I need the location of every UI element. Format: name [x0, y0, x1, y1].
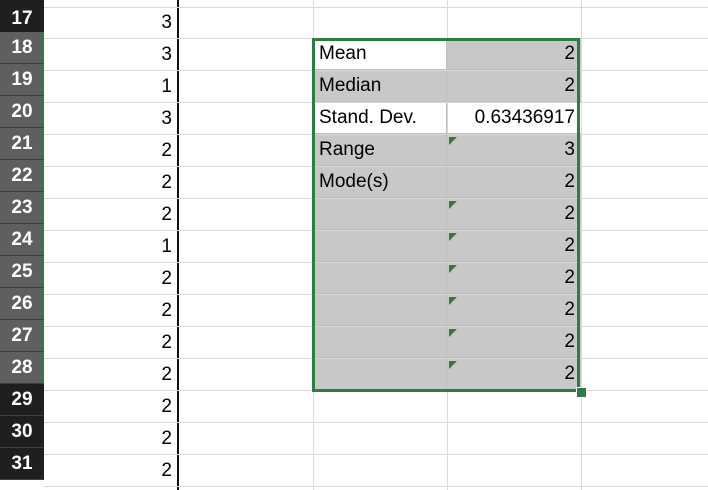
row-header-19[interactable]: 19 — [0, 64, 44, 96]
stat-label[interactable] — [313, 359, 447, 390]
row-header-28[interactable]: 28 — [0, 352, 44, 384]
stat-value[interactable]: 0.63436917 — [447, 103, 581, 134]
row-gridline — [44, 262, 708, 263]
error-indicator-icon — [449, 361, 457, 369]
cell-value[interactable]: 2 — [161, 139, 172, 161]
row-header-24[interactable]: 24 — [0, 224, 44, 256]
row-header-30[interactable]: 30 — [0, 416, 44, 448]
row-gridline — [44, 422, 708, 423]
row-header-22[interactable]: 22 — [0, 160, 44, 192]
stat-label[interactable] — [313, 231, 447, 262]
row-gridline — [44, 166, 708, 167]
row-gridline — [44, 294, 708, 295]
stat-value[interactable]: 2 — [447, 199, 581, 230]
cell-value[interactable]: 3 — [161, 107, 172, 129]
error-indicator-icon — [449, 265, 457, 273]
row-gridline — [44, 7, 708, 8]
stat-value[interactable]: 2 — [447, 327, 581, 358]
stat-label[interactable] — [313, 199, 447, 230]
column-gridline — [581, 0, 582, 490]
stat-value[interactable]: 2 — [447, 359, 581, 390]
row-gridline — [44, 102, 708, 103]
cell-value[interactable]: 3 — [161, 11, 172, 33]
cell-value[interactable]: 2 — [161, 267, 172, 289]
error-indicator-icon — [449, 297, 457, 305]
cell-value[interactable]: 2 — [161, 395, 172, 417]
cell-value[interactable]: 3 — [161, 43, 172, 65]
row-gridline — [44, 198, 708, 199]
row-header-31[interactable]: 31 — [0, 448, 44, 480]
stat-value[interactable]: 2 — [447, 39, 581, 70]
row-header-25[interactable]: 25 — [0, 256, 44, 288]
cell-value[interactable]: 2 — [161, 427, 172, 449]
cell-value[interactable]: 2 — [161, 203, 172, 225]
row-gridline — [44, 326, 708, 327]
cell-value[interactable]: 1 — [161, 75, 172, 97]
stat-label[interactable]: Range — [313, 135, 447, 166]
stat-label[interactable]: Median — [313, 71, 447, 102]
stat-value[interactable]: 2 — [447, 295, 581, 326]
stat-value[interactable]: 2 — [447, 263, 581, 294]
stat-value[interactable]: 2 — [447, 167, 581, 198]
row-gridline — [44, 230, 708, 231]
cell-value[interactable]: 2 — [161, 171, 172, 193]
row-header-27[interactable]: 27 — [0, 320, 44, 352]
row-gridline — [44, 454, 708, 455]
fill-handle[interactable] — [576, 387, 587, 398]
cell-value[interactable]: 2 — [161, 363, 172, 385]
stat-label[interactable] — [313, 263, 447, 294]
column-border — [177, 0, 179, 490]
cell-value[interactable]: 2 — [161, 459, 172, 481]
stat-label[interactable]: Mode(s) — [313, 167, 447, 198]
row-gridline — [44, 486, 708, 487]
error-indicator-icon — [449, 137, 457, 145]
row-header-26[interactable]: 26 — [0, 288, 44, 320]
row-gridline — [44, 358, 708, 359]
stat-label[interactable] — [313, 327, 447, 358]
row-header-29[interactable]: 29 — [0, 384, 44, 416]
stat-label[interactable]: Mean — [313, 39, 447, 70]
stat-value[interactable]: 2 — [447, 231, 581, 262]
row-gridline — [44, 70, 708, 71]
cell-value[interactable]: 2 — [161, 331, 172, 353]
row-header-23[interactable]: 23 — [0, 192, 44, 224]
row-header-18[interactable]: 18 — [0, 32, 44, 64]
error-indicator-icon — [449, 233, 457, 241]
row-header-20[interactable]: 20 — [0, 96, 44, 128]
stat-value[interactable]: 3 — [447, 135, 581, 166]
stat-value[interactable]: 2 — [447, 71, 581, 102]
cell-value[interactable]: 2 — [161, 299, 172, 321]
row-gridline — [44, 134, 708, 135]
error-indicator-icon — [449, 201, 457, 209]
cell-value[interactable]: 1 — [161, 235, 172, 257]
stat-label[interactable] — [313, 295, 447, 326]
row-header-21[interactable]: 21 — [0, 128, 44, 160]
error-indicator-icon — [449, 329, 457, 337]
stat-label[interactable]: Stand. Dev. — [313, 103, 447, 134]
